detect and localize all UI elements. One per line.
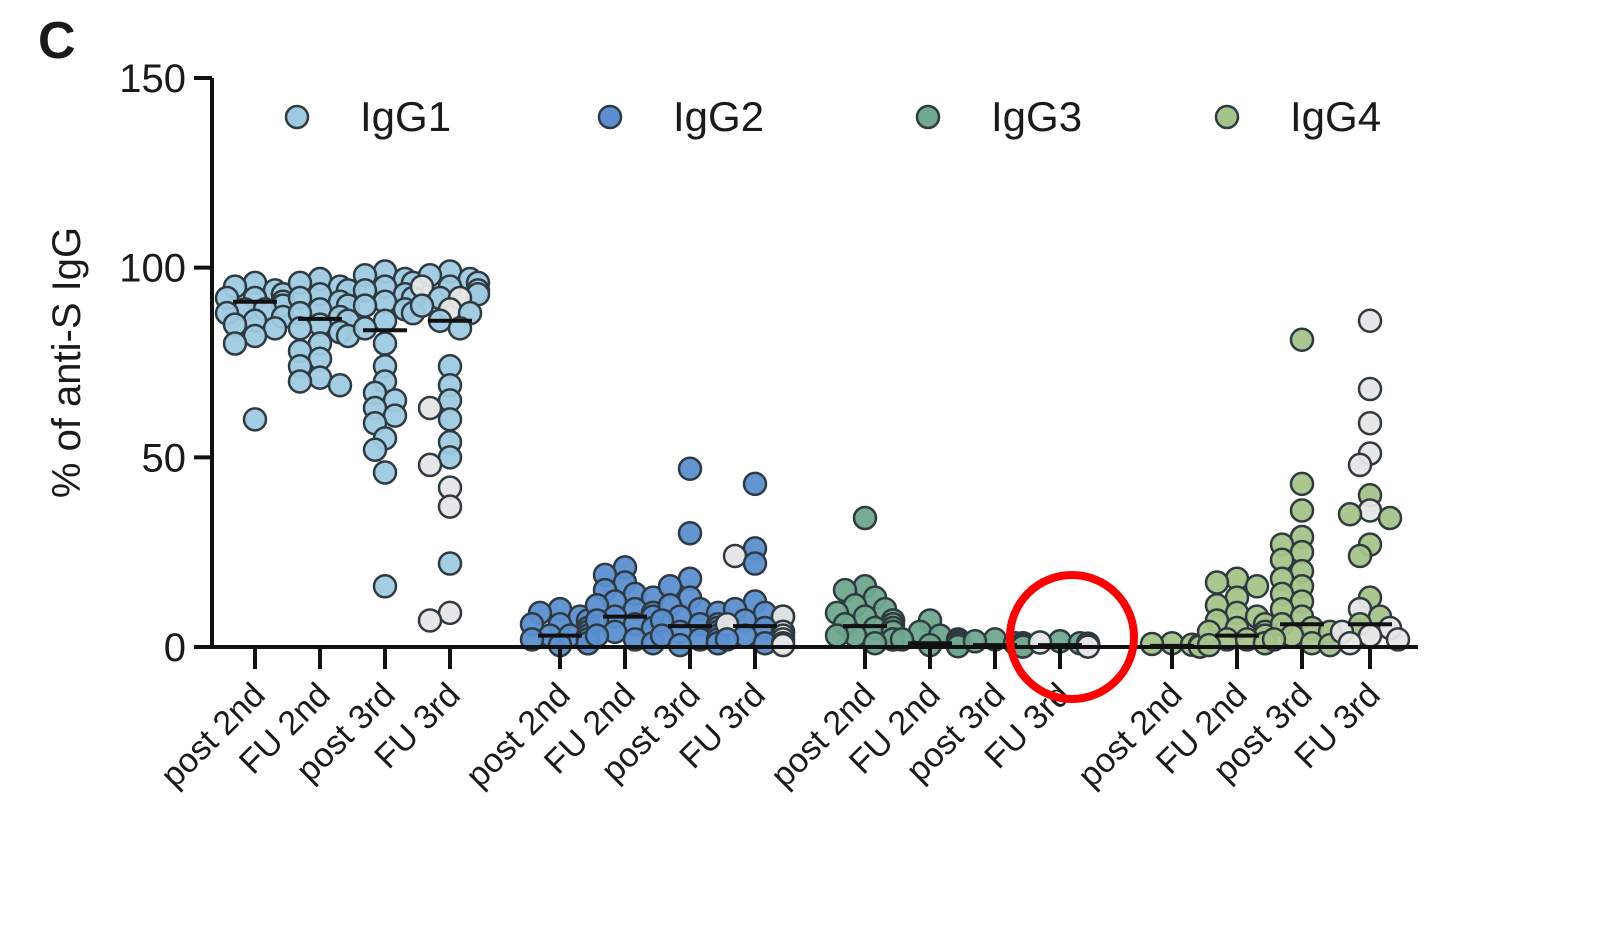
- data-point: [382, 403, 408, 428]
- y-tick-label: 50: [142, 436, 187, 480]
- y-tick-label: 150: [119, 57, 186, 101]
- data-point: [409, 293, 435, 318]
- data-point: [1337, 501, 1363, 527]
- data-point: [362, 437, 388, 462]
- data-point-grey: [1357, 410, 1383, 436]
- data-point: [1244, 574, 1270, 599]
- data-point-grey: [1027, 630, 1053, 655]
- data-point: [889, 627, 915, 652]
- data-point: [1261, 627, 1287, 652]
- y-tick-label: 0: [164, 626, 186, 670]
- data-point: [307, 365, 333, 390]
- y-axis: 0 50 100 150 % of anti-S IgG: [45, 57, 214, 670]
- data-point: [519, 627, 545, 652]
- data-point: [677, 456, 703, 481]
- x-axis: [212, 645, 1418, 669]
- data-points: [214, 259, 1411, 659]
- data-point: [852, 505, 878, 531]
- y-tick-label: 100: [119, 247, 186, 291]
- data-point-grey: [437, 494, 463, 519]
- data-point-grey: [1357, 308, 1383, 334]
- data-point: [437, 445, 463, 470]
- data-point: [372, 331, 398, 356]
- data-point: [1289, 498, 1315, 523]
- data-point: [1204, 570, 1230, 595]
- data-point-grey: [1357, 498, 1383, 523]
- data-point: [242, 323, 268, 349]
- legend-label: IgG4: [1290, 93, 1381, 140]
- legend-item-igg1: IgG1: [284, 93, 451, 140]
- data-point: [437, 551, 463, 576]
- legend: IgG1 IgG2 IgG3 IgG4: [284, 93, 1381, 140]
- data-point: [962, 629, 988, 654]
- data-point-grey: [1357, 623, 1383, 648]
- data-point: [372, 574, 398, 599]
- highlight-annotation: [1006, 571, 1138, 703]
- data-point: [742, 471, 768, 497]
- group-igg1-FU-2nd: [287, 266, 361, 398]
- data-point: [372, 460, 398, 485]
- legend-marker: [597, 104, 623, 130]
- data-point: [742, 551, 768, 576]
- legend-marker: [1214, 104, 1240, 130]
- highlight-circle: [1006, 571, 1138, 703]
- data-point-grey: [1347, 452, 1373, 478]
- data-point: [287, 369, 313, 394]
- data-point-grey: [417, 395, 443, 421]
- data-point: [1289, 471, 1315, 497]
- data-point: [262, 316, 288, 341]
- data-point: [584, 623, 610, 648]
- data-point-grey: [1357, 376, 1383, 402]
- data-point: [714, 627, 740, 652]
- y-axis-title: % of anti-S IgG: [45, 227, 89, 498]
- data-point-grey: [417, 608, 443, 633]
- data-point: [1377, 505, 1403, 531]
- legend-label: IgG2: [673, 93, 764, 140]
- data-point-grey: [437, 600, 463, 626]
- legend-label: IgG1: [360, 93, 451, 140]
- legend-label: IgG3: [991, 93, 1082, 140]
- data-point: [437, 407, 463, 432]
- data-point-grey: [1337, 630, 1363, 656]
- group-igg4-FU-3rd: [1329, 308, 1411, 656]
- data-point: [327, 373, 353, 398]
- legend-marker: [915, 104, 941, 130]
- data-point-grey: [722, 543, 748, 569]
- legend-item-igg3: IgG3: [915, 93, 1082, 140]
- data-point-grey: [1385, 627, 1411, 652]
- panel-letter: C: [38, 12, 76, 70]
- data-point-grey: [417, 452, 443, 478]
- group-igg4-post-3rd: [1261, 327, 1343, 658]
- data-point: [862, 630, 888, 656]
- group-igg1-post-2nd: [214, 270, 296, 432]
- group-igg2-FU-3rd: [714, 471, 796, 658]
- data-point: [447, 316, 473, 341]
- data-point: [1289, 327, 1315, 352]
- data-point: [222, 331, 248, 356]
- group-igg1-FU-3rd: [409, 259, 491, 633]
- data-point: [242, 407, 268, 432]
- data-point: [677, 520, 703, 546]
- legend-marker: [284, 104, 310, 130]
- data-point: [352, 293, 378, 318]
- legend-item-igg4: IgG4: [1214, 93, 1381, 140]
- data-point: [1347, 543, 1373, 569]
- group-igg3-post-3rd: [962, 627, 1036, 659]
- legend-item-igg2: IgG2: [597, 93, 764, 140]
